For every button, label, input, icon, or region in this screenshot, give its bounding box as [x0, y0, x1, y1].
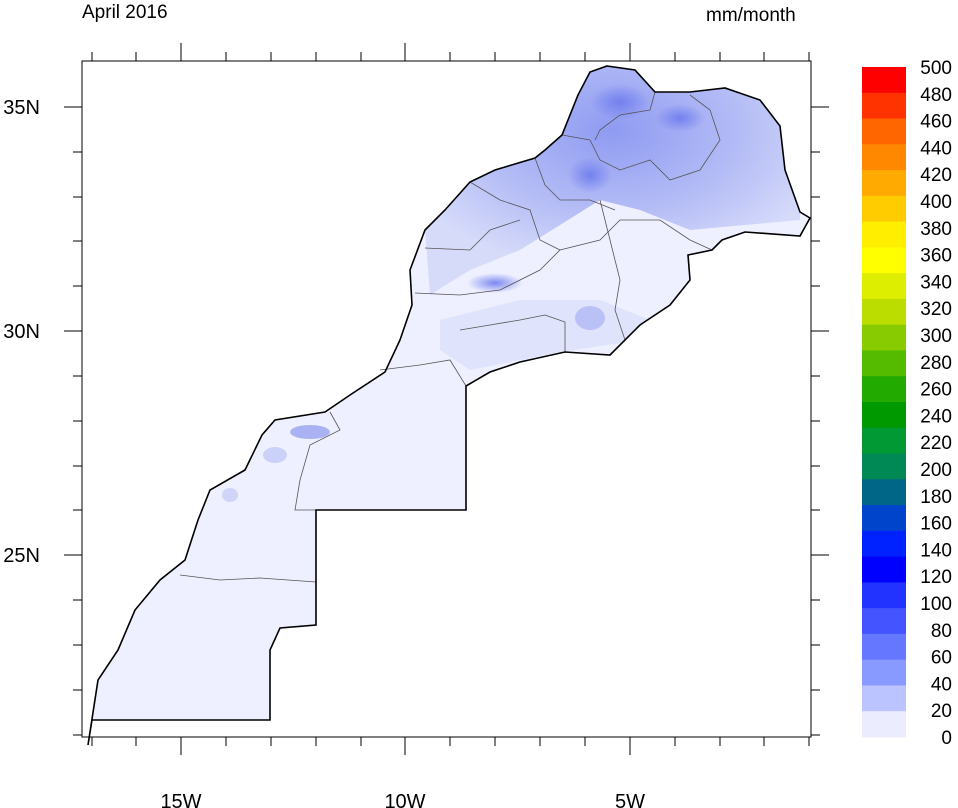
- colorbar-label: 400: [920, 192, 952, 213]
- admin-boundaries: [179, 91, 721, 583]
- colorbar-label: 320: [920, 299, 952, 320]
- colorbar-label: 120: [920, 567, 952, 588]
- colorbar-label: 360: [920, 246, 952, 267]
- colorbar-swatch: [862, 608, 906, 635]
- y-tick-label: 25N: [3, 545, 40, 567]
- colorbar-swatch: [862, 556, 906, 583]
- colorbar-label: 220: [920, 433, 952, 454]
- map-title: April 2016: [82, 2, 168, 23]
- colorbar-label: 200: [920, 460, 952, 481]
- colorbar-label: 260: [920, 380, 952, 401]
- colorbar-label: 340: [920, 272, 952, 293]
- colorbar-label: 280: [920, 353, 952, 374]
- x-tick-label: 10W: [384, 791, 425, 808]
- colorbar-swatch: [862, 505, 906, 532]
- colorbar-label: 100: [920, 594, 952, 615]
- colorbar-swatch: [862, 247, 906, 274]
- colorbar-label: 460: [920, 112, 952, 133]
- units-label: mm/month: [706, 5, 796, 26]
- colorbar-label: 20: [931, 701, 952, 722]
- colorbar-swatch: [862, 195, 906, 223]
- x-tick-label: 15W: [160, 791, 201, 808]
- colorbar-label: 440: [920, 138, 952, 159]
- colorbar-label: 380: [920, 219, 952, 240]
- colorbar-swatch: [862, 453, 906, 480]
- colorbar-swatch: [862, 633, 906, 661]
- colorbar-swatch: [862, 530, 906, 558]
- colorbar-swatch: [862, 402, 906, 429]
- y-ticks: [64, 106, 829, 736]
- colorbar-swatch: [862, 324, 906, 351]
- colorbar-swatch: [862, 273, 906, 300]
- colorbar-label: 240: [920, 406, 952, 427]
- plot-frame: [81, 60, 812, 738]
- precipitation-field: [88, 66, 810, 737]
- x-tick-label: 5W: [615, 791, 645, 808]
- colorbar-label: 0: [941, 728, 952, 749]
- colorbar-swatch: [862, 298, 906, 326]
- colorbar-swatch: [862, 427, 906, 455]
- colorbar-swatch: [862, 118, 906, 145]
- colorbar-label: 500: [920, 58, 952, 79]
- colorbar-label: 300: [920, 326, 952, 347]
- colorbar-swatch: [862, 376, 906, 403]
- colorbar-label: 480: [920, 85, 952, 106]
- colorbar-label: 80: [931, 621, 952, 642]
- colorbar-label: 140: [920, 540, 952, 561]
- colorbar-swatch: [862, 711, 906, 738]
- y-tick-label: 35N: [3, 97, 40, 119]
- colorbar-label: 40: [931, 674, 952, 695]
- colorbar-label: 60: [931, 648, 952, 669]
- colorbar-swatch: [862, 170, 906, 197]
- colorbar-swatch: [862, 67, 906, 94]
- colorbar-swatch: [862, 350, 906, 377]
- country-outline: [87, 65, 812, 746]
- colorbar-swatch: [862, 685, 906, 712]
- colorbar-swatch: [862, 659, 906, 686]
- colorbar-label: 420: [920, 165, 952, 186]
- colorbar-label: 180: [920, 487, 952, 508]
- colorbar-swatch: [862, 144, 906, 171]
- y-tick-label: 30N: [3, 321, 40, 343]
- x-ticks: [91, 43, 810, 755]
- colorbar-swatch: [862, 582, 906, 609]
- colorbar-swatch: [862, 479, 906, 506]
- colorbar-swatch: [862, 92, 906, 120]
- colorbar-label: 160: [920, 514, 952, 535]
- colorbar: 5004804604404204003803603403203002802602…: [862, 58, 952, 749]
- colorbar-swatch: [862, 221, 906, 248]
